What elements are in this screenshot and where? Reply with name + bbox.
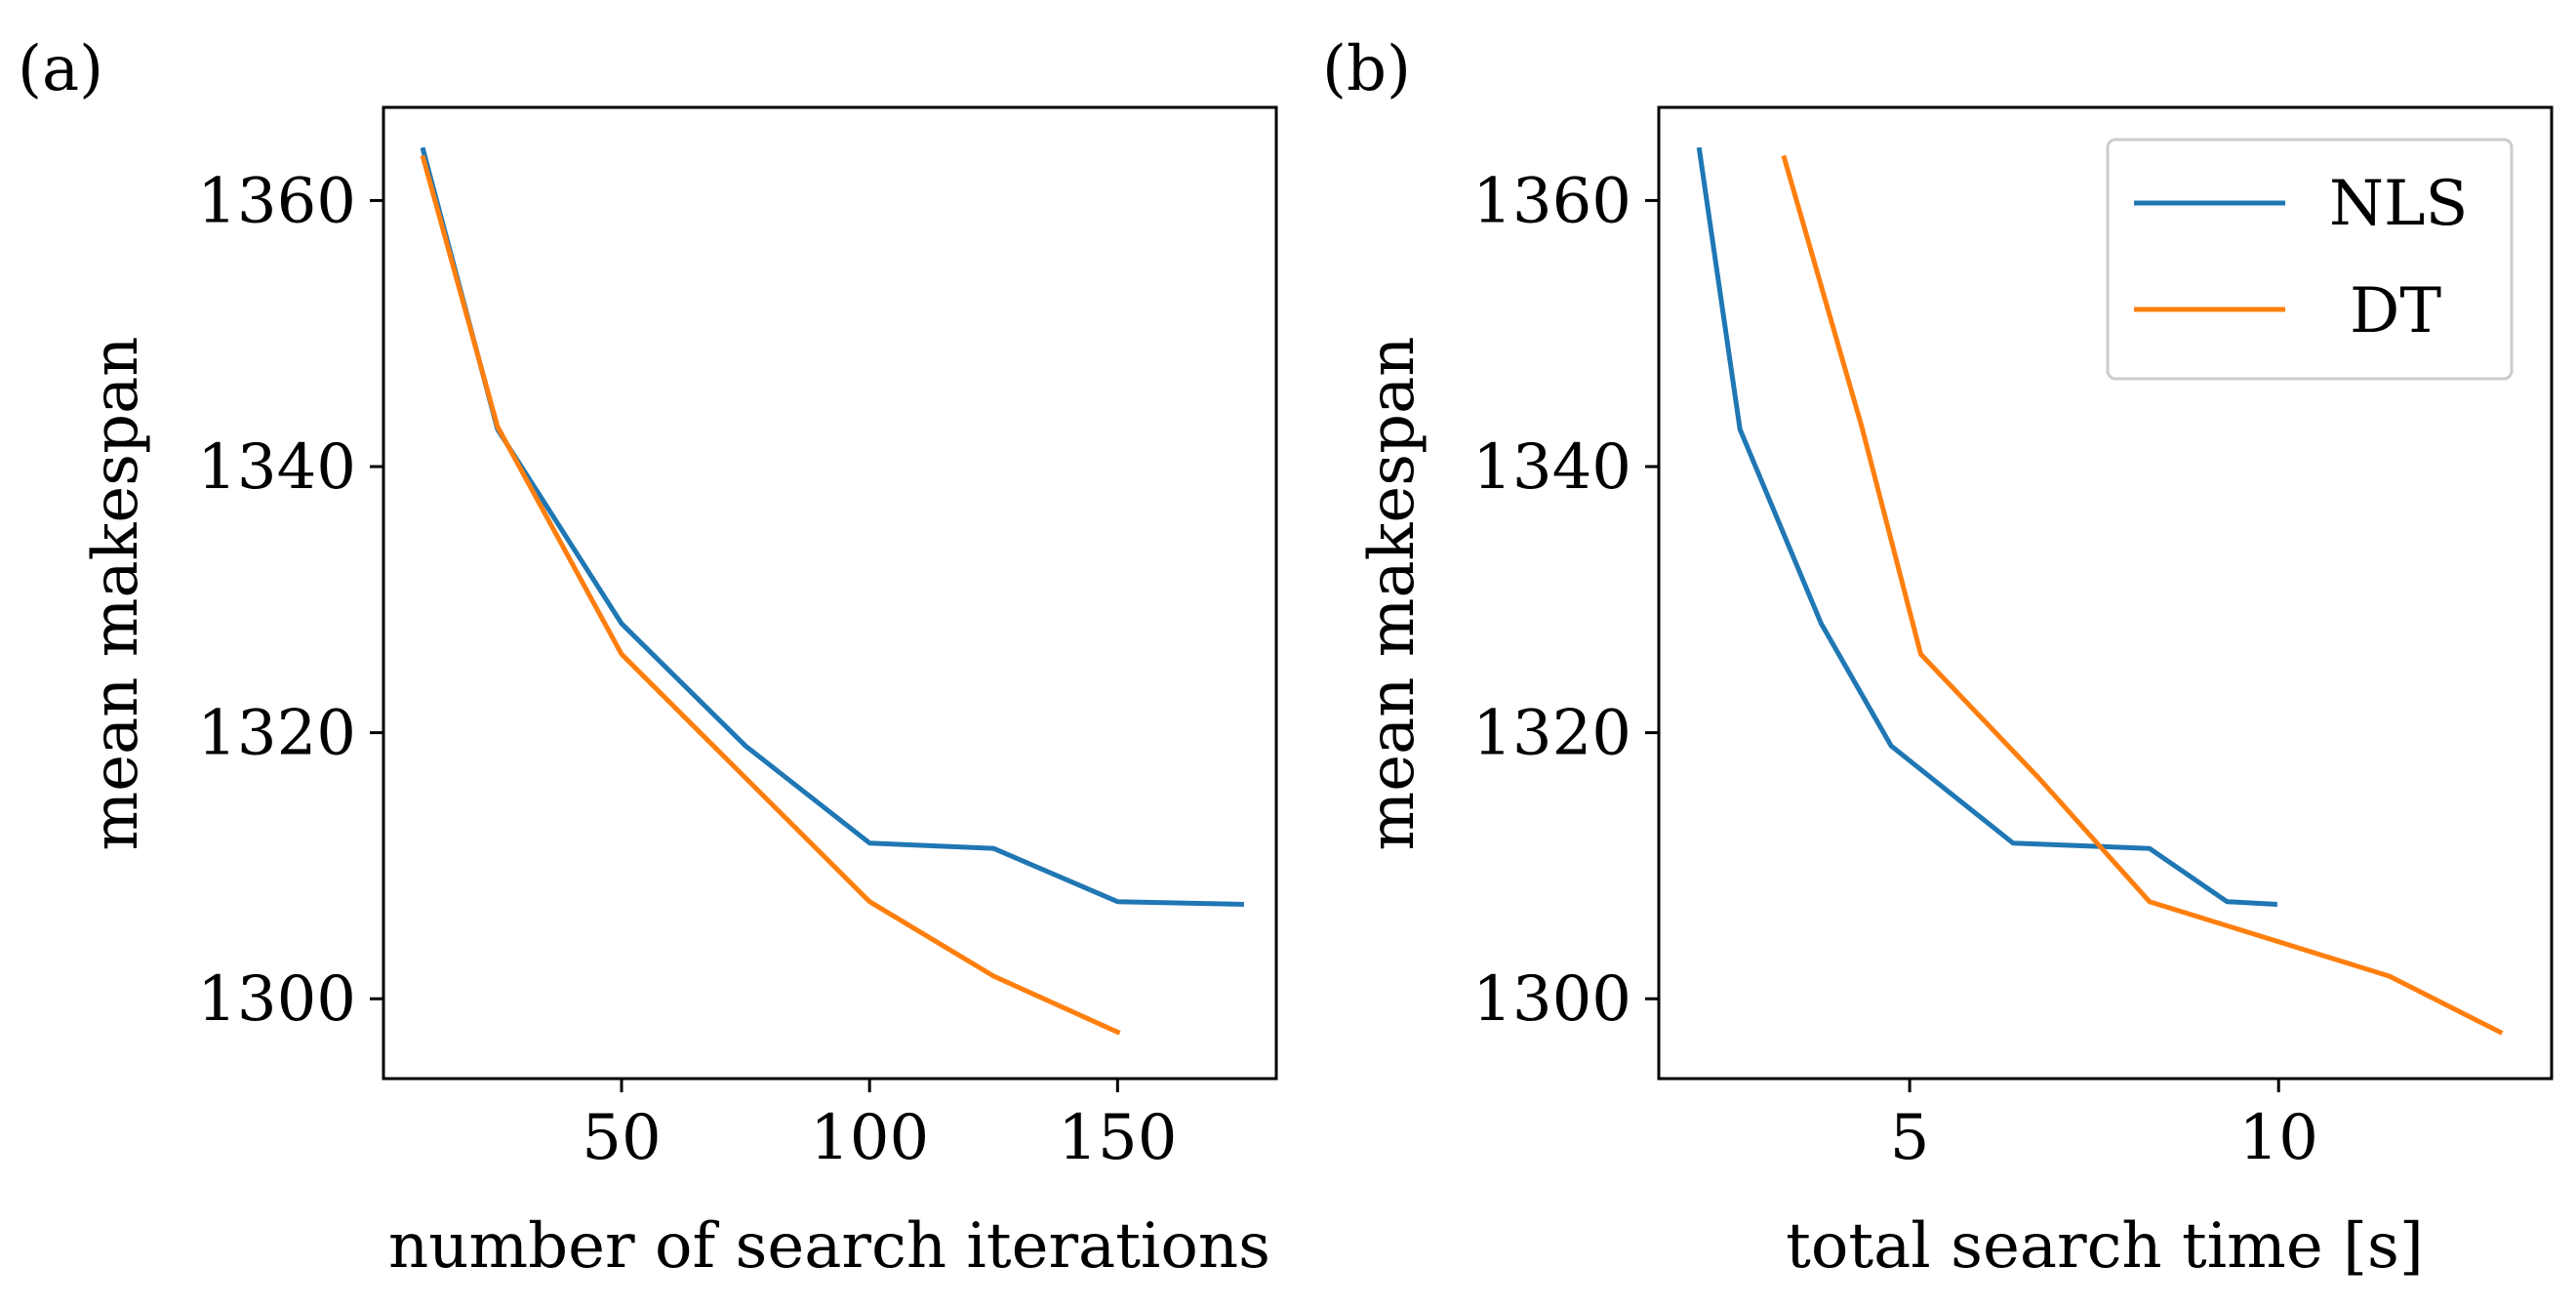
- x-tick-label: 50: [582, 1102, 661, 1174]
- legend-label-nls: NLS: [2329, 168, 2468, 240]
- y-tick-label: 1340: [1472, 431, 1631, 504]
- y-tick-label: 1300: [1472, 963, 1631, 1036]
- legend-label-dt: DT: [2350, 275, 2441, 347]
- panel-b-yticks: 1300 1320 1340 1360: [1472, 165, 1659, 1036]
- panel-b-ylabel: mean makespan: [1356, 337, 1429, 851]
- panel-a-xlabel: number of search iterations: [388, 1210, 1270, 1283]
- legend-box: [2106, 138, 2514, 381]
- y-tick-label: 1340: [197, 431, 356, 504]
- panel-b-xlabel: total search time [s]: [1786, 1210, 2424, 1283]
- panel-a-label: (a): [18, 33, 103, 105]
- panel-b-xticks: 5 10: [1890, 1079, 2318, 1174]
- panel-a-frame: [382, 105, 1278, 1081]
- panel-a-series: [420, 146, 1244, 1036]
- panel-b: (b) 5 10 1300 1320 1340 1360 total search ti…: [1322, 33, 2554, 1283]
- panel-b-label: (b): [1322, 33, 1411, 105]
- x-tick-label: 150: [1058, 1102, 1177, 1174]
- panel-a-xticks: 50 100 150: [582, 1079, 1177, 1174]
- y-tick-label: 1320: [1472, 698, 1631, 770]
- panel-a-ylabel: mean makespan: [80, 337, 152, 851]
- y-tick-label: 1320: [197, 698, 356, 770]
- series-line-nls: [420, 146, 1244, 907]
- panel-a-yticks: 1300 1320 1340 1360: [197, 165, 383, 1036]
- y-tick-label: 1360: [197, 165, 356, 237]
- panel-b-frame: [1657, 105, 2554, 1081]
- series-line-dt: [1781, 154, 2504, 1036]
- x-tick-label: 100: [810, 1102, 929, 1174]
- series-line-nls: [1696, 146, 2278, 908]
- y-tick-label: 1360: [1472, 165, 1631, 237]
- series-line-dt: [420, 154, 1121, 1036]
- y-tick-label: 1300: [197, 963, 356, 1036]
- panel-a: (a) 50 100 150 1300 1320 1340 1360 number of …: [18, 33, 1278, 1283]
- x-tick-label: 5: [1890, 1102, 1930, 1174]
- x-tick-label: 10: [2238, 1102, 2317, 1174]
- legend: NLS DT: [2106, 138, 2514, 381]
- panel-b-series: [1696, 146, 2504, 1036]
